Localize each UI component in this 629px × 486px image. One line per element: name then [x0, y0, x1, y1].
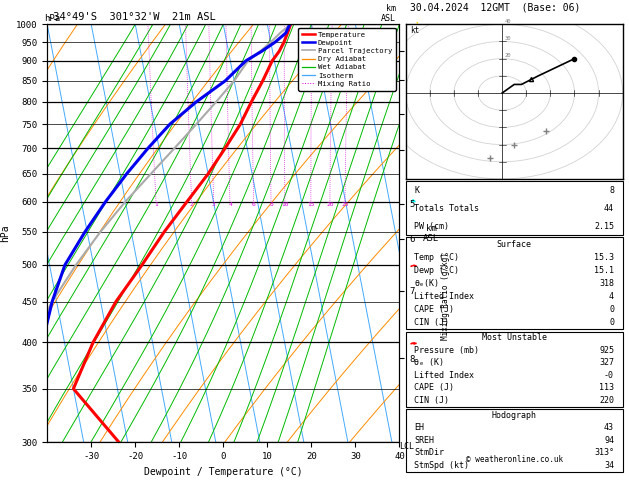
Text: 15.3: 15.3	[594, 253, 614, 261]
Text: 318: 318	[599, 279, 614, 288]
Text: -0: -0	[604, 371, 614, 380]
Text: 6: 6	[252, 203, 255, 208]
Text: 220: 220	[599, 396, 614, 405]
Text: 25: 25	[341, 203, 348, 208]
Text: 15.1: 15.1	[594, 266, 614, 275]
Text: 8: 8	[609, 186, 614, 194]
Text: EH: EH	[415, 423, 425, 432]
Text: Temp (°C): Temp (°C)	[415, 253, 459, 261]
Text: 8: 8	[269, 203, 273, 208]
Text: 4: 4	[228, 203, 232, 208]
Text: kt: kt	[411, 26, 420, 35]
Text: 313°: 313°	[594, 448, 614, 457]
Text: 4: 4	[609, 292, 614, 301]
Text: Dewp (°C): Dewp (°C)	[415, 266, 459, 275]
Text: 0: 0	[609, 318, 614, 328]
Text: 44: 44	[604, 204, 614, 213]
Text: CIN (J): CIN (J)	[415, 396, 449, 405]
Text: 43: 43	[604, 423, 614, 432]
Text: 2: 2	[190, 203, 194, 208]
Legend: Temperature, Dewpoint, Parcel Trajectory, Dry Adiabat, Wet Adiabat, Isotherm, Mi: Temperature, Dewpoint, Parcel Trajectory…	[298, 28, 396, 90]
Text: Totals Totals: Totals Totals	[415, 204, 479, 213]
Text: Hodograph: Hodograph	[492, 411, 537, 419]
Text: Lifted Index: Lifted Index	[415, 371, 474, 380]
Text: km
ASL: km ASL	[381, 4, 396, 23]
Text: 10: 10	[281, 203, 289, 208]
Text: LCL: LCL	[399, 442, 415, 451]
Text: CIN (J): CIN (J)	[415, 318, 449, 328]
Y-axis label: hPa: hPa	[1, 225, 11, 242]
X-axis label: Dewpoint / Temperature (°C): Dewpoint / Temperature (°C)	[144, 467, 303, 477]
Text: 925: 925	[599, 346, 614, 355]
Text: 34: 34	[604, 461, 614, 470]
Text: 30: 30	[504, 36, 511, 41]
Text: hPa: hPa	[44, 14, 60, 23]
Text: 40: 40	[504, 18, 511, 24]
Text: Most Unstable: Most Unstable	[482, 333, 547, 342]
Text: Surface: Surface	[497, 240, 532, 248]
Text: 20: 20	[326, 203, 333, 208]
Text: SREH: SREH	[415, 435, 435, 445]
Text: 0: 0	[609, 305, 614, 314]
Text: 30.04.2024  12GMT  (Base: 06): 30.04.2024 12GMT (Base: 06)	[410, 2, 581, 12]
Text: StmDir: StmDir	[415, 448, 444, 457]
Text: 3: 3	[212, 203, 216, 208]
Text: 113: 113	[599, 383, 614, 392]
Text: CAPE (J): CAPE (J)	[415, 305, 454, 314]
Text: PW (cm): PW (cm)	[415, 222, 449, 231]
Text: Lifted Index: Lifted Index	[415, 292, 474, 301]
Text: 1: 1	[154, 203, 158, 208]
Text: K: K	[415, 186, 420, 194]
Text: 94: 94	[604, 435, 614, 445]
Text: θₑ(K): θₑ(K)	[415, 279, 440, 288]
Text: StmSpd (kt): StmSpd (kt)	[415, 461, 469, 470]
Text: θₑ (K): θₑ (K)	[415, 358, 444, 367]
Text: -34°49'S  301°32'W  21m ASL: -34°49'S 301°32'W 21m ASL	[47, 12, 216, 22]
Text: Pressure (mb): Pressure (mb)	[415, 346, 479, 355]
Text: Mixing Ratio (g/kg): Mixing Ratio (g/kg)	[441, 252, 450, 340]
Text: CAPE (J): CAPE (J)	[415, 383, 454, 392]
Text: © weatheronline.co.uk: © weatheronline.co.uk	[465, 455, 563, 464]
Text: 327: 327	[599, 358, 614, 367]
Y-axis label: km
ASL: km ASL	[423, 224, 439, 243]
Text: 2.15: 2.15	[594, 222, 614, 231]
Text: 15: 15	[307, 203, 314, 208]
Text: 20: 20	[504, 53, 511, 58]
